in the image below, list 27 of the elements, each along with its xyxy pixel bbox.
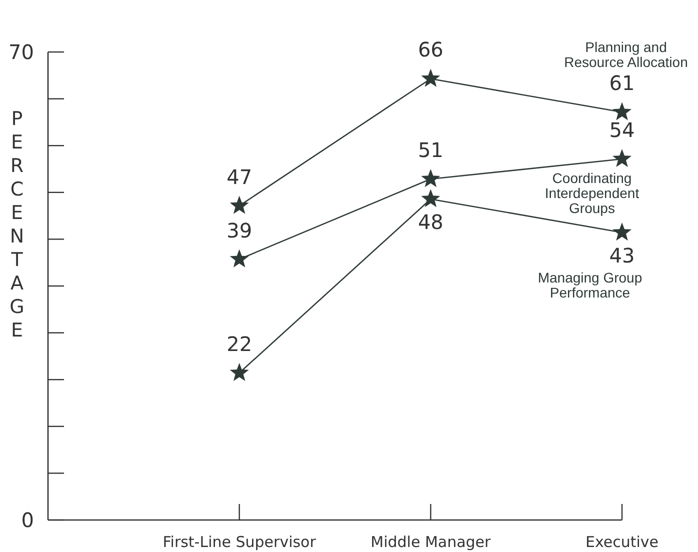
data-label: 22	[226, 332, 252, 356]
data-label: 43	[609, 244, 635, 268]
data-label: 39	[226, 218, 252, 242]
point	[612, 222, 632, 241]
y-tick-label: 70	[8, 40, 34, 64]
point	[421, 169, 440, 188]
x-tick-label: Executive	[585, 533, 659, 551]
point	[421, 68, 440, 87]
data-label: 51	[418, 138, 444, 162]
point	[421, 189, 440, 208]
data-label: 54	[609, 118, 635, 142]
text: Managing Group Performance	[538, 270, 642, 301]
point	[230, 196, 249, 214]
text: Planning and Resource Allocation	[564, 39, 688, 70]
data-label: 61	[609, 71, 635, 96]
point	[230, 249, 249, 268]
series-label: Coordinating Interdependent Groups	[544, 170, 640, 216]
x-tick-label: First-Line Supervisor	[162, 533, 317, 551]
x-tick-label: Middle Manager	[370, 533, 492, 551]
y-tick-label: 0	[21, 508, 34, 532]
data-label: 47	[226, 164, 252, 189]
text: PERCENTAGE	[10, 108, 24, 342]
point	[612, 148, 632, 168]
data-label: 66	[418, 38, 444, 62]
point	[612, 102, 632, 120]
point	[230, 362, 249, 382]
data-label: 48	[418, 210, 444, 234]
